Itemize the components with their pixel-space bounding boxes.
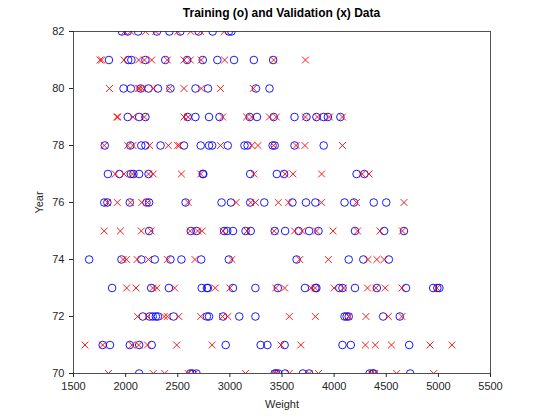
svg-text:1500: 1500	[61, 380, 85, 392]
svg-text:4000: 4000	[322, 380, 346, 392]
svg-text:Year: Year	[33, 191, 45, 214]
svg-text:5000: 5000	[426, 380, 450, 392]
svg-text:80: 80	[52, 82, 64, 94]
html-text:Training (o) and Validation (x: Training (o) and Validation (x) Data	[182, 6, 381, 20]
svg-text:2000: 2000	[113, 380, 137, 392]
svg-text:70: 70	[52, 367, 64, 379]
svg-text:Weight: Weight	[265, 398, 299, 410]
svg-text:4500: 4500	[374, 380, 398, 392]
svg-text:74: 74	[52, 253, 64, 265]
svg-text:3000: 3000	[218, 380, 242, 392]
svg-text:2500: 2500	[166, 380, 190, 392]
svg-text:76: 76	[52, 196, 64, 208]
svg-text:72: 72	[52, 310, 64, 322]
svg-text:5500: 5500	[478, 380, 502, 392]
svg-text:78: 78	[52, 139, 64, 151]
svg-text:3500: 3500	[270, 380, 294, 392]
svg-text:82: 82	[52, 25, 64, 37]
